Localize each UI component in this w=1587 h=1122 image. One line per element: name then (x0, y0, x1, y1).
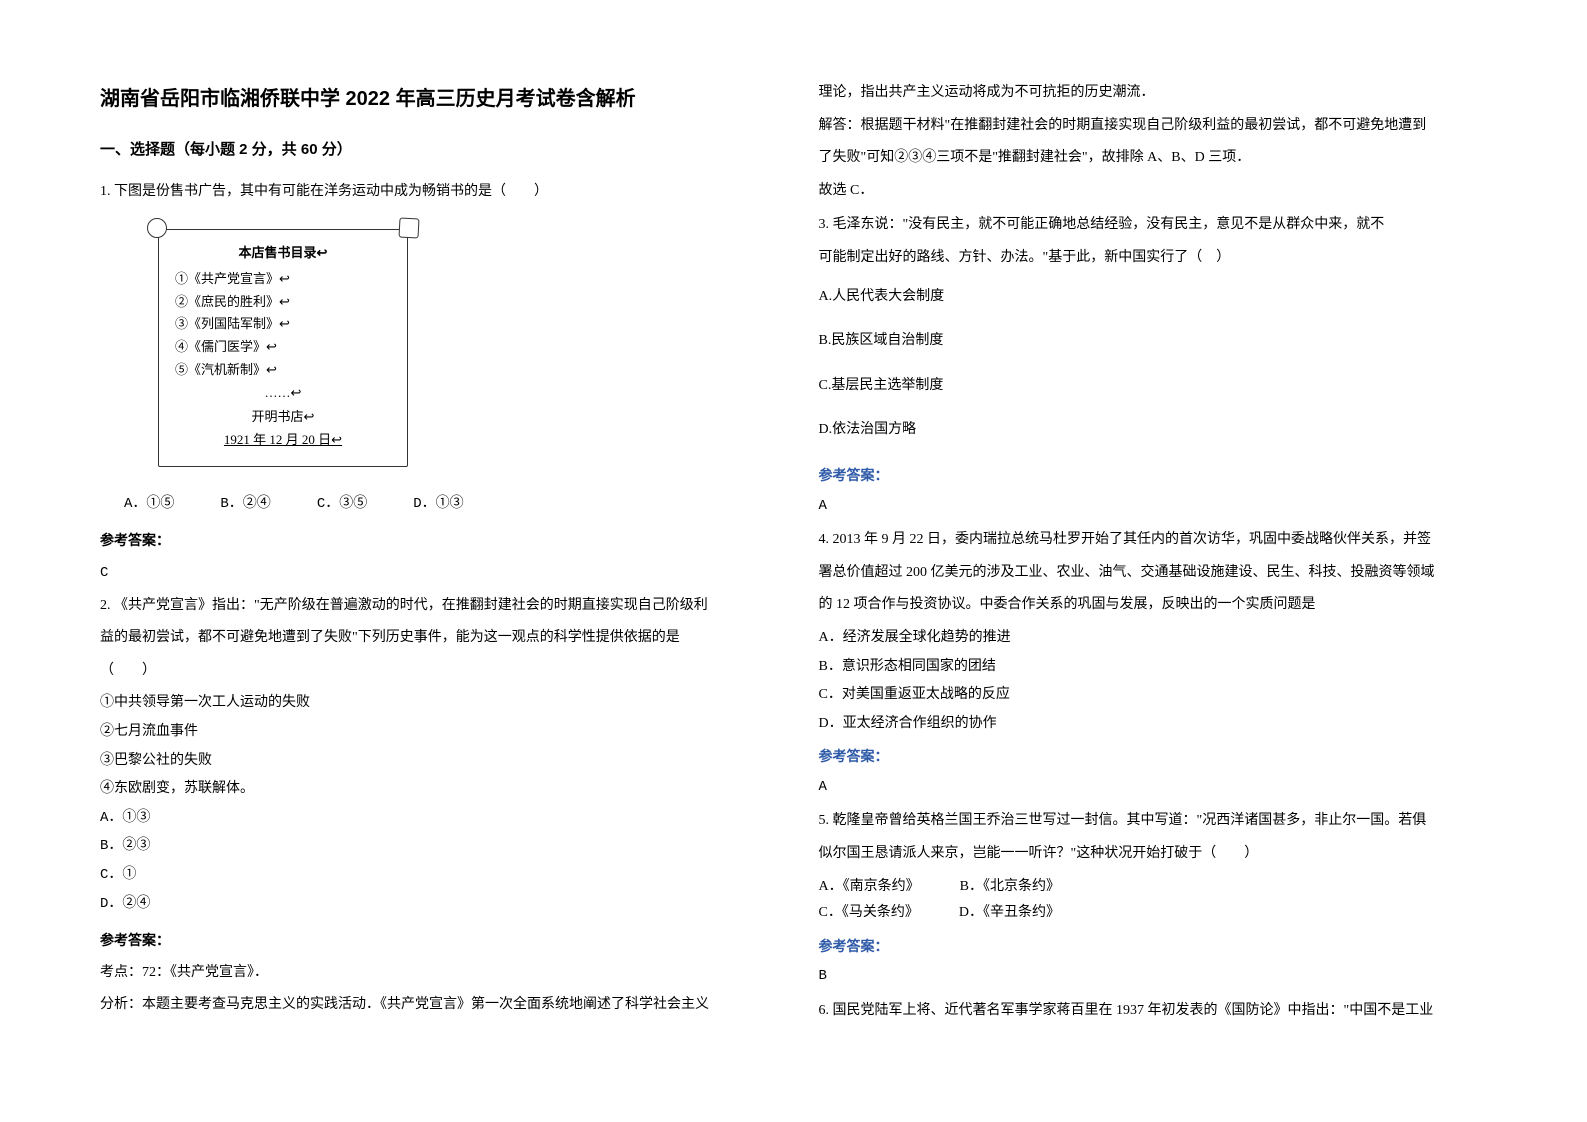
q5-answer: B (819, 963, 1488, 990)
q2-cont-4: 故选 C． (819, 178, 1488, 205)
section-heading: 一、选择题（每小题 2 分，共 60 分） (100, 136, 769, 165)
q3-opt-b: B.民族区域自治制度 (819, 328, 1488, 355)
q5-stem-1: 5. 乾隆皇帝曾给英格兰国王乔治三世写过一封信。其中写道："况西洋诸国甚多，非止… (819, 808, 1488, 835)
q5-options-row2: C．《马关条约》 D．《辛丑条约》 (819, 900, 1488, 927)
q1-opt-d: D．①③ (413, 491, 463, 518)
scroll-item-5: ⑤《汽机新制》↩ (175, 359, 391, 382)
scroll-item-3: ③《列国陆军制》↩ (175, 313, 391, 336)
q1-opt-b: B．②④ (220, 491, 270, 518)
q3-answer-label: 参考答案： (819, 462, 1488, 489)
q5-opt-a: A．《南京条约》 (819, 874, 920, 901)
scroll-item-2: ②《庶民的胜利》↩ (175, 291, 391, 314)
q3-opt-d: D.依法治国方略 (819, 417, 1488, 444)
scroll-item-4: ④《儒门医学》↩ (175, 336, 391, 359)
q2-item-2: ②七月流血事件 (100, 719, 769, 746)
scroll-dots: ……↩ (175, 382, 391, 405)
q2-stem-1: 2. 《共产党宣言》指出："无产阶级在普遍激动的时代，在推翻封建社会的时期直接实… (100, 593, 769, 620)
q4-stem-1: 4. 2013 年 9 月 22 日，委内瑞拉总统马杜罗开始了其任内的首次访华，… (819, 527, 1488, 554)
q4-opt-c: C．对美国重返亚太战略的反应 (819, 682, 1488, 709)
q1-options: A．①⑤ B．②④ C．③⑤ D．①③ (124, 491, 769, 518)
q4-stem-2: 署总价值超过 200 亿美元的涉及工业、农业、油气、交通基础设施建设、民生、科技… (819, 560, 1488, 587)
book-catalog-scroll: 本店售书目录↩ ①《共产党宣言》↩ ②《庶民的胜利》↩ ③《列国陆军制》↩ ④《… (158, 229, 408, 467)
q2-cont-2: 解答：根据题干材料"在推翻封建社会的时期直接实现自己阶级利益的最初尝试，都不可避… (819, 113, 1488, 140)
q3-opt-a: A.人民代表大会制度 (819, 284, 1488, 311)
q2-opt-c: C．① (100, 862, 769, 889)
q3-stem-2: 可能制定出好的路线、方针、办法。"基于此，新中国实行了（ ） (819, 245, 1488, 272)
q1-figure: 本店售书目录↩ ①《共产党宣言》↩ ②《庶民的胜利》↩ ③《列国陆军制》↩ ④《… (148, 219, 418, 477)
q2-item-4: ④东欧剧变，苏联解体。 (100, 776, 769, 803)
q4-opt-b: B．意识形态相同国家的团结 (819, 654, 1488, 681)
q2-item-3: ③巴黎公社的失败 (100, 748, 769, 775)
q2-opt-d: D．②④ (100, 891, 769, 918)
q2-roman-items: ①中共领导第一次工人运动的失败 ②七月流血事件 ③巴黎公社的失败 ④东欧剧变，苏… (100, 690, 769, 802)
q4-stem-3: 的 12 项合作与投资协议。中委合作关系的巩固与发展，反映出的一个实质问题是 (819, 592, 1488, 619)
q5-answer-label: 参考答案： (819, 933, 1488, 960)
q4-opt-d: D．亚太经济合作组织的协作 (819, 711, 1488, 738)
q2-stem-3: （ ） (100, 658, 769, 685)
q2-item-1: ①中共领导第一次工人运动的失败 (100, 690, 769, 717)
q4-answer: A (819, 774, 1488, 801)
q5-opt-c: C．《马关条约》 (819, 900, 919, 927)
q2-stem-2: 益的最初尝试，都不可避免地遭到了失败"下列历史事件，能为这一观点的科学性提供依据… (100, 625, 769, 652)
q3-stem-1: 3. 毛泽东说："没有民主，就不可能正确地总结经验，没有民主，意见不是从群众中来… (819, 212, 1488, 239)
scroll-item-1: ①《共产党宣言》↩ (175, 268, 391, 291)
q2-cont-3: 了失败"可知②③④三项不是"推翻封建社会"，故排除 A、B、D 三项． (819, 145, 1488, 172)
q5-options-row1: A．《南京条约》 B．《北京条约》 (819, 874, 1488, 901)
q6-stem: 6. 国民党陆军上将、近代著名军事学家蒋百里在 1937 年初发表的《国防论》中… (819, 998, 1488, 1025)
scroll-date: 1921 年 12 月 20 日↩ (175, 429, 391, 452)
q2-kaodian: 考点：72：《共产党宣言》． (100, 960, 769, 987)
q2-options: A．①③ B．②③ C．① D．②④ (100, 805, 769, 917)
q2-fenxi: 分析：本题主要考查马克思主义的实践活动．《共产党宣言》第一次全面系统地阐述了科学… (100, 992, 769, 1019)
q2-answer-label: 参考答案： (100, 927, 769, 954)
q5-stem-2: 似尔国王恳请派人来京，岂能一一听许？"这种状况开始打破于（ ） (819, 841, 1488, 868)
q5-opt-d: D．《辛丑条约》 (959, 900, 1060, 927)
q2-opt-b: B．②③ (100, 833, 769, 860)
q1-answer-label: 参考答案： (100, 527, 769, 554)
q4-options: A．经济发展全球化趋势的推进 B．意识形态相同国家的团结 C．对美国重返亚太战略… (819, 625, 1488, 737)
q1-answer: C (100, 560, 769, 587)
q3-options: A.人民代表大会制度 B.民族区域自治制度 C.基层民主选举制度 D.依法治国方… (819, 284, 1488, 444)
q2-opt-a: A．①③ (100, 805, 769, 832)
scroll-heading: 本店售书目录↩ (175, 242, 391, 265)
q3-answer: A (819, 493, 1488, 520)
q1-opt-c: C．③⑤ (317, 491, 367, 518)
q4-opt-a: A．经济发展全球化趋势的推进 (819, 625, 1488, 652)
q4-answer-label: 参考答案： (819, 743, 1488, 770)
q5-opt-b: B．《北京条约》 (960, 874, 1060, 901)
scroll-store: 开明书店↩ (175, 406, 391, 429)
q2-cont-1: 理论，指出共产主义运动将成为不可抗拒的历史潮流． (819, 80, 1488, 107)
q3-opt-c: C.基层民主选举制度 (819, 373, 1488, 400)
q1-stem: 1. 下图是份售书广告，其中有可能在洋务运动中成为畅销书的是（ ） (100, 179, 769, 206)
exam-title: 湖南省岳阳市临湘侨联中学 2022 年高三历史月考试卷含解析 (100, 80, 769, 118)
q1-opt-a: A．①⑤ (124, 491, 174, 518)
